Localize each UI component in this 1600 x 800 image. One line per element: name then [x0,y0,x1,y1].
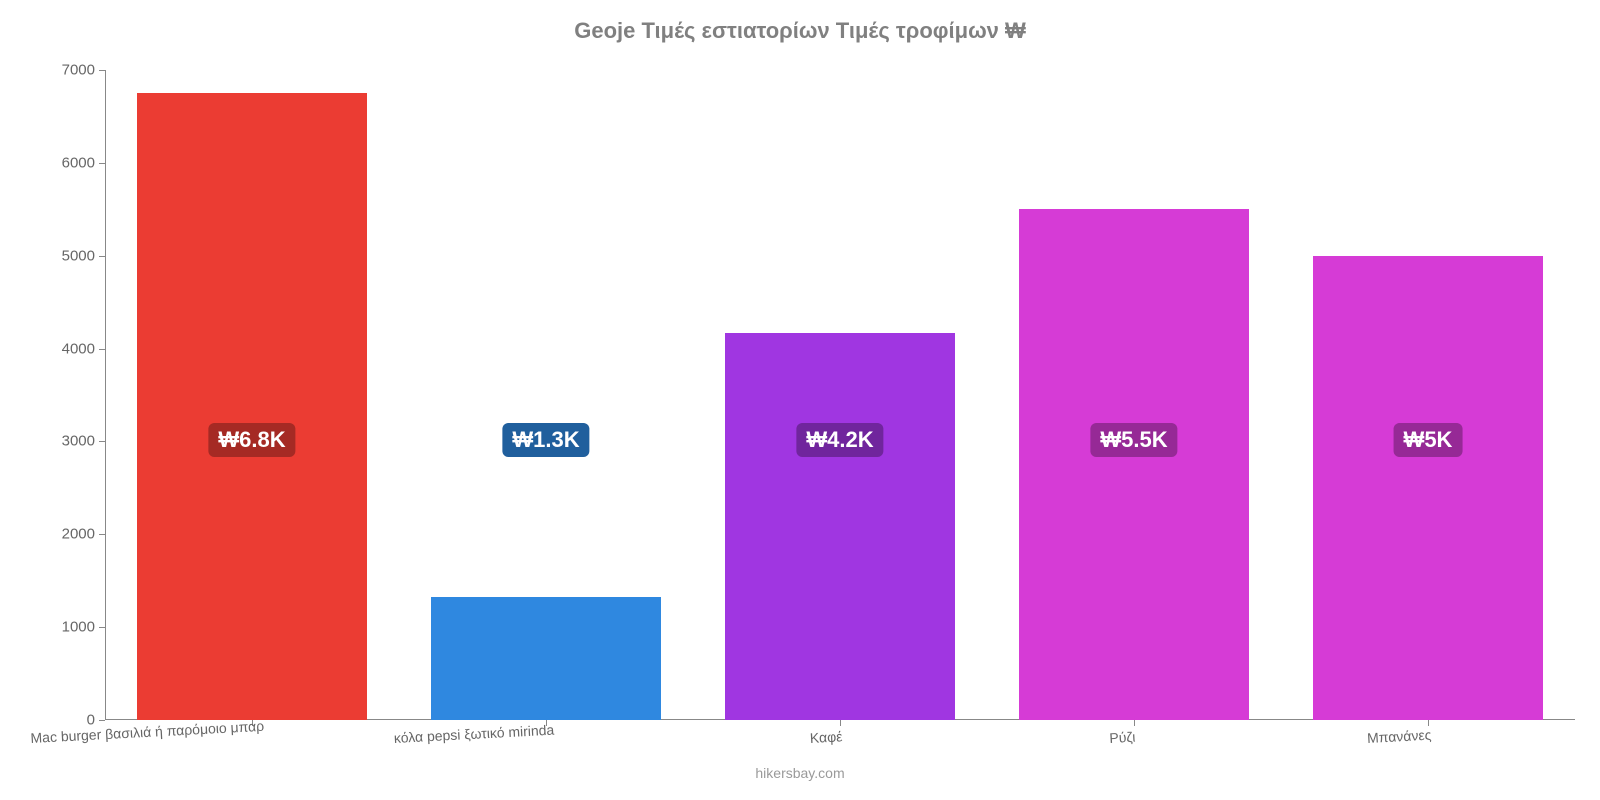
bar-value-label: ₩5.5K [1090,423,1177,457]
y-tick-mark [99,349,105,350]
x-tick-label: κόλα pepsi ξωτικό mirinda [394,722,555,746]
x-tick-label: Mac burger βασιλιά ή παρόμοιο μπαρ [30,718,264,746]
y-tick-mark [99,163,105,164]
x-tick-mark [1134,720,1135,726]
plot-area: 01000200030004000500060007000₩6.8KMac bu… [105,70,1575,720]
y-tick-mark [99,627,105,628]
bar-value-label: ₩1.3K [502,423,589,457]
x-tick-label: Καφέ [809,728,842,746]
price-bar-chart: Geoje Τιμές εστιατορίων Τιμές τροφίμων ₩… [0,0,1600,800]
y-tick-mark [99,534,105,535]
y-tick-mark [99,70,105,71]
bar-value-label: ₩5K [1394,423,1463,457]
bar [137,93,366,720]
bar [1313,256,1542,720]
bar [725,333,954,720]
bar-value-label: ₩6.8K [208,423,295,457]
bar [431,597,660,720]
chart-title: Geoje Τιμές εστιατορίων Τιμές τροφίμων ₩ [0,0,1600,44]
bar [1019,209,1248,720]
y-tick-mark [99,256,105,257]
x-tick-mark [840,720,841,726]
y-tick-mark [99,720,105,721]
bar-value-label: ₩4.2K [796,423,883,457]
credit-text: hikersbay.com [755,765,844,781]
x-tick-mark [1428,720,1429,726]
y-tick-mark [99,441,105,442]
x-tick-label: Μπανάνες [1367,727,1432,746]
x-tick-label: Ρύζι [1109,729,1136,746]
y-axis-line [105,70,106,720]
